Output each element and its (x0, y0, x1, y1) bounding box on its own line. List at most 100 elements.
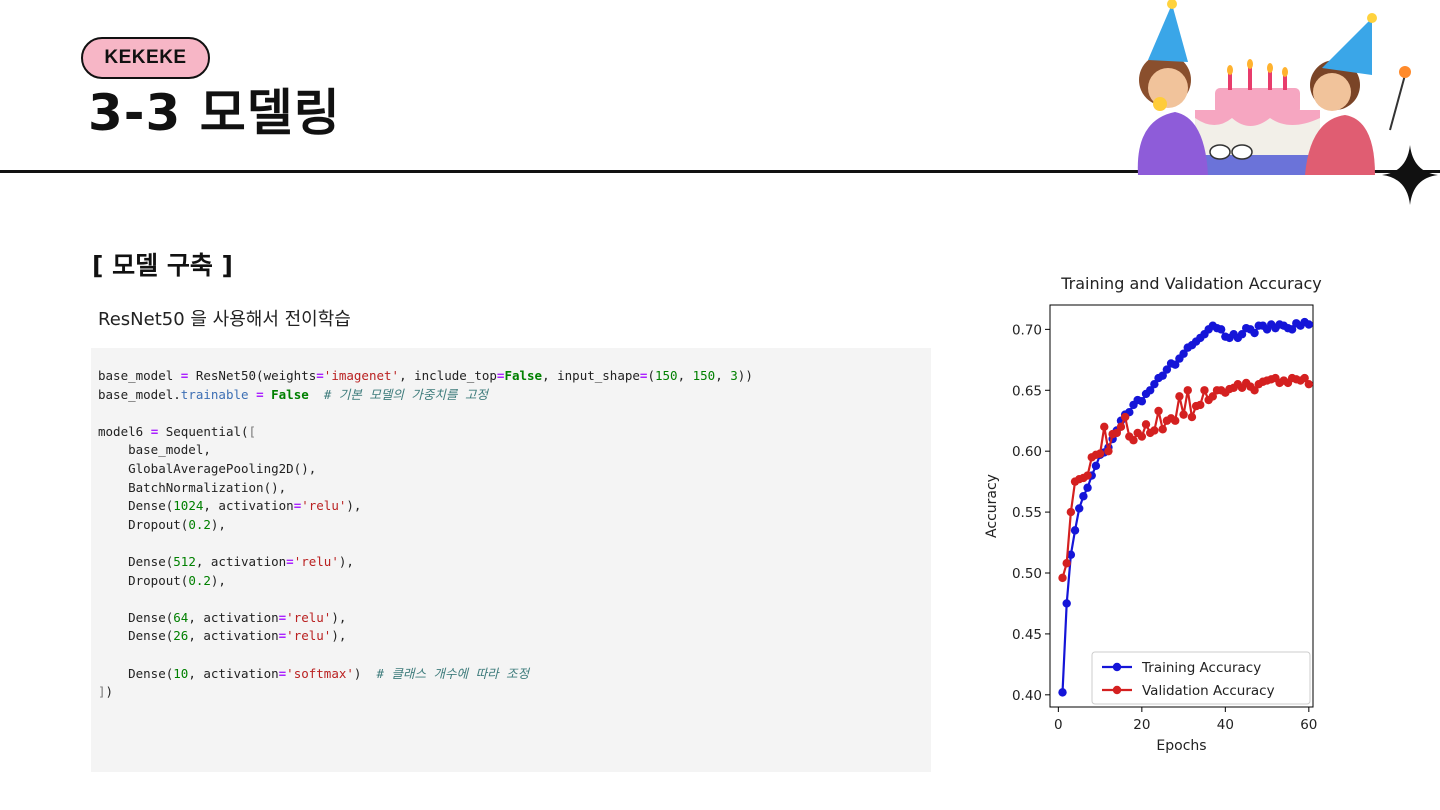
code-line: Dropout(0.2), (98, 572, 931, 591)
data-point (1066, 507, 1076, 517)
code-token: = (180, 368, 189, 383)
code-token: Dense( (98, 553, 174, 569)
code-token: 150 (692, 368, 716, 383)
code-line (98, 590, 931, 609)
code-line: ]) (98, 683, 931, 702)
data-point (1104, 446, 1113, 456)
legend-label: Validation Accuracy (1142, 683, 1275, 699)
header-divider (0, 170, 1440, 173)
y-tick-label: 0.55 (1012, 505, 1042, 521)
code-token: ( (647, 368, 655, 383)
data-point (1237, 330, 1247, 339)
code-token: 'softmax' (286, 665, 354, 681)
section-subtitle: ResNet50 을 사용해서 전이학습 (98, 309, 351, 330)
chart-title: Training and Validation Accuracy (1060, 274, 1322, 293)
code-token: ), (331, 609, 347, 625)
code-token: base_model (98, 368, 181, 383)
series-line-validation (1061, 376, 1310, 579)
code-token (264, 387, 272, 402)
data-point (1095, 449, 1105, 458)
four-point-star-icon (1382, 145, 1438, 205)
code-token: , include_top (399, 368, 497, 383)
data-point (1091, 461, 1101, 470)
data-point (1062, 559, 1071, 568)
data-point (1304, 320, 1314, 329)
legend-swatch-marker (1112, 662, 1122, 672)
code-token: False (504, 368, 543, 383)
code-token: Dropout( (98, 572, 189, 588)
data-point (1179, 410, 1188, 419)
code-line: GlobalAveragePooling2D(), (98, 460, 931, 479)
code-token: Dense( (98, 498, 174, 514)
code-token: 'relu' (301, 498, 347, 514)
code-token: ), (331, 628, 347, 644)
code-token: # 기본 모델의 가중치를 고정 (323, 386, 488, 402)
data-point (1116, 422, 1126, 432)
code-token: = (256, 386, 264, 402)
code-token: [ (248, 423, 257, 439)
legend-box (1091, 651, 1311, 705)
data-point (1058, 573, 1067, 583)
y-tick-label: 0.45 (1012, 627, 1042, 643)
data-point (1304, 379, 1314, 389)
data-point (1058, 688, 1067, 697)
code-token: , activation (203, 498, 294, 514)
code-line (98, 404, 931, 423)
data-point (1287, 325, 1297, 334)
data-point (1208, 392, 1218, 401)
x-tick-label: 20 (1133, 717, 1150, 733)
code-token: = (150, 423, 159, 439)
code-line: model6 = Sequential([ (98, 423, 931, 442)
code-token: 150 (654, 368, 678, 383)
code-token: Sequential( (158, 423, 249, 439)
code-token: trainable (180, 386, 249, 402)
code-token: 3 (730, 368, 738, 383)
code-token: = (286, 553, 294, 569)
data-point (1158, 371, 1167, 380)
data-point (1137, 432, 1147, 441)
code-token: ), (346, 498, 362, 514)
left-kid-illustration (1137, 0, 1208, 175)
code-token: = (316, 368, 324, 383)
data-point (1141, 420, 1151, 429)
y-axis-label: Accuracy (984, 474, 1000, 538)
code-token: False (271, 386, 309, 402)
data-point (1070, 526, 1080, 535)
code-line: Dense(10, activation='softmax') # 클래스 개수… (98, 665, 931, 684)
data-point (1129, 436, 1138, 445)
data-point (1120, 412, 1130, 422)
data-point (1175, 392, 1184, 401)
code-token: ] (98, 684, 106, 700)
code-line: Dense(26, activation='relu'), (98, 627, 931, 646)
data-point (1162, 365, 1172, 374)
code-token: 'relu' (286, 609, 332, 625)
x-axis-label: Epochs (1156, 738, 1206, 754)
code-token: Dense( (98, 609, 174, 625)
data-point (1137, 397, 1147, 406)
code-token: 10 (173, 665, 189, 681)
code-token: = (278, 628, 287, 644)
code-token: base_model. (98, 386, 181, 402)
code-block: base_model = ResNet50(weights='imagenet'… (91, 348, 931, 772)
x-tick-label: 40 (1217, 717, 1234, 733)
data-point (1100, 422, 1109, 432)
data-point (1200, 386, 1209, 395)
code-line (98, 534, 931, 553)
code-token: ), (210, 516, 226, 532)
data-point (1150, 379, 1159, 389)
data-point (1083, 471, 1092, 480)
code-token: = (293, 498, 302, 514)
data-point (1112, 428, 1121, 438)
accuracy-chart: Training and Validation Accuracy 0.40 0.45… (984, 274, 1322, 754)
code-line: base_model = ResNet50(weights='imagenet'… (98, 367, 931, 386)
cake-illustration (1175, 59, 1335, 175)
code-token: model6 (98, 423, 151, 439)
page-title: 3-3 모델링 (88, 84, 341, 142)
data-point (1066, 550, 1076, 559)
code-token: = (496, 368, 505, 383)
y-tick-label: 0.70 (1012, 322, 1042, 338)
data-point (1158, 425, 1167, 434)
data-point (1171, 360, 1180, 369)
code-token: BatchNormalization(), (98, 479, 287, 495)
code-line: Dense(1024, activation='relu'), (98, 497, 931, 516)
